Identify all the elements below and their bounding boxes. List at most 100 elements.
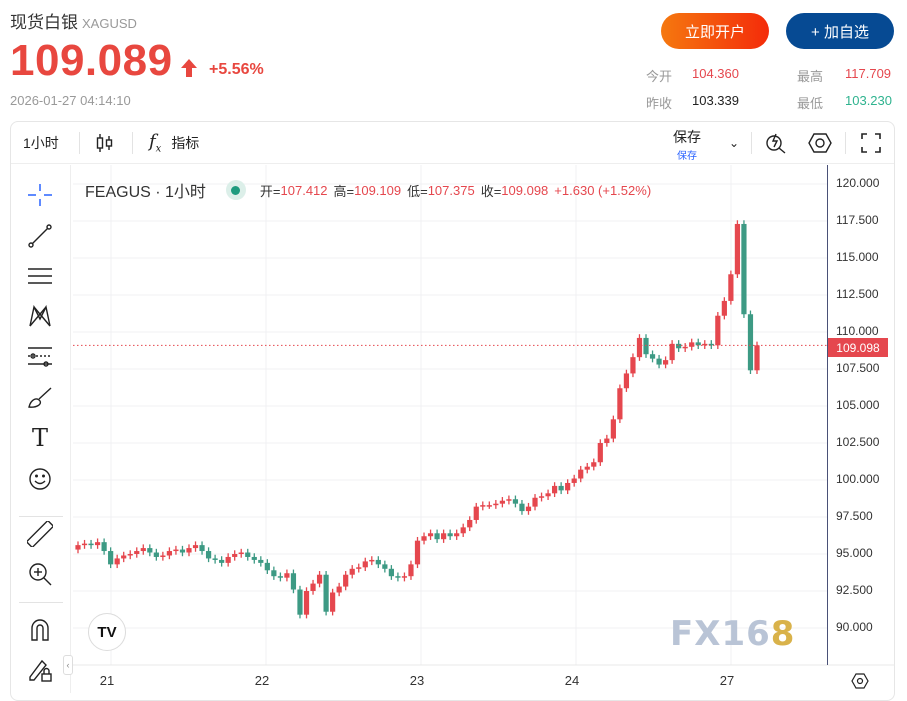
function-icon: fx: [149, 131, 162, 155]
fullscreen-icon: [861, 133, 881, 153]
candle-body: [591, 462, 597, 467]
collapse-toolbar-button[interactable]: ‹: [63, 655, 73, 675]
candle-body: [447, 533, 453, 537]
trendline-tool[interactable]: [25, 221, 55, 251]
candle-body: [610, 419, 616, 439]
save-button[interactable]: 保存 保存: [669, 127, 705, 162]
candle-body: [336, 586, 342, 593]
prev-close-value: 103.339: [692, 93, 739, 108]
candle-body: [421, 536, 427, 541]
lock-drawing-tool[interactable]: [25, 655, 55, 685]
candle-body: [519, 503, 525, 512]
chevron-down-icon[interactable]: ⌄: [729, 136, 740, 150]
fullscreen-button[interactable]: [861, 122, 881, 164]
crosshair-tool[interactable]: [25, 180, 55, 210]
candle-body: [695, 342, 701, 346]
horizontal-lines-tool[interactable]: [25, 261, 55, 291]
lightning-search-icon: [766, 133, 786, 154]
candle-body: [499, 500, 505, 504]
last-price-badge: 109.098: [828, 338, 888, 357]
add-watchlist-button[interactable]: + 加自选: [786, 13, 894, 49]
candle-body: [382, 564, 388, 569]
text-tool[interactable]: T: [25, 423, 55, 453]
candle-body: [571, 478, 577, 483]
candle-type-button[interactable]: [96, 122, 114, 164]
candle-body: [702, 343, 708, 346]
candle-body: [441, 533, 447, 540]
candle-body: [715, 315, 721, 346]
candle-body: [630, 357, 636, 374]
brush-icon: [28, 387, 52, 408]
legend-change: +1.630 (+1.52%): [554, 182, 652, 198]
candle-body: [88, 543, 94, 546]
instrument-symbol: XAGUSD: [82, 16, 137, 31]
legend-close-label: 收=: [480, 183, 502, 199]
up-arrow-icon: [181, 59, 197, 77]
candlestick-icon: [96, 134, 113, 152]
divider: [19, 516, 63, 517]
candle-body: [264, 562, 270, 571]
fx168-watermark: FX168: [670, 614, 796, 654]
high-label: 最高: [797, 69, 824, 84]
zoom-tool[interactable]: [25, 559, 55, 589]
date-tick-label: 27: [719, 673, 735, 688]
candle-body: [316, 574, 323, 584]
candle-body: [369, 559, 375, 562]
candle-body: [297, 589, 303, 615]
candle-body: [643, 337, 649, 355]
indicators-button[interactable]: fx 指标: [149, 122, 199, 164]
candle-body: [121, 555, 127, 559]
candle-body: [427, 533, 434, 537]
price-tick-label: 117.500: [836, 213, 879, 227]
candle-body: [604, 438, 610, 443]
brush-tool[interactable]: [25, 383, 55, 413]
measure-tool[interactable]: [25, 519, 55, 549]
smile-icon: [29, 468, 51, 490]
axis-settings-button[interactable]: [851, 673, 869, 694]
emoji-tool[interactable]: [25, 464, 55, 494]
candle-body: [310, 583, 316, 591]
fibonacci-tool[interactable]: [25, 341, 55, 371]
settings-button[interactable]: [808, 122, 832, 164]
price-axis-border: [827, 165, 828, 665]
price-tick-label: 115.000: [836, 250, 879, 264]
open-account-button[interactable]: 立即开户: [661, 13, 769, 49]
candle-body: [623, 373, 630, 389]
legend-open: 107.412: [280, 182, 328, 198]
candle-body: [676, 343, 682, 349]
candle-body: [565, 482, 571, 491]
candle-body: [434, 533, 440, 540]
candle-body: [303, 591, 310, 615]
candle-body: [94, 542, 101, 546]
candle-body: [395, 576, 401, 578]
candle-body: [127, 554, 133, 556]
magnet-tool[interactable]: [25, 615, 55, 645]
candle-body: [578, 469, 584, 479]
candle-body: [538, 496, 545, 498]
price-tick-label: 120.000: [836, 176, 880, 190]
legend-low: 107.375: [427, 182, 475, 198]
candle-body: [219, 559, 225, 563]
candle-body: [284, 573, 290, 578]
candle-body: [153, 552, 159, 557]
candle-body: [166, 551, 173, 556]
interval-selector[interactable]: 1小时: [23, 135, 59, 151]
high-value: 117.709: [845, 66, 892, 81]
candle-body: [271, 570, 277, 577]
quick-search-button[interactable]: [765, 122, 787, 164]
chart-legend: FEAGUS · 1小时 开= 107.412 高= 109.109 低= 107.3…: [85, 178, 657, 202]
tradingview-logo[interactable]: TV: [88, 613, 126, 651]
legend-low-label: 低=: [407, 183, 428, 199]
price-tick-label: 112.500: [836, 287, 879, 301]
candle-body: [656, 358, 662, 365]
candle-body: [225, 556, 231, 563]
divider: [751, 132, 752, 154]
candle-body: [147, 548, 153, 553]
price-tick-label: 100.000: [836, 472, 880, 486]
open-label: 今开: [646, 69, 673, 84]
candle-body: [708, 343, 714, 346]
divider: [79, 132, 80, 154]
pattern-tool[interactable]: [25, 301, 55, 331]
text-icon: T: [31, 424, 48, 452]
